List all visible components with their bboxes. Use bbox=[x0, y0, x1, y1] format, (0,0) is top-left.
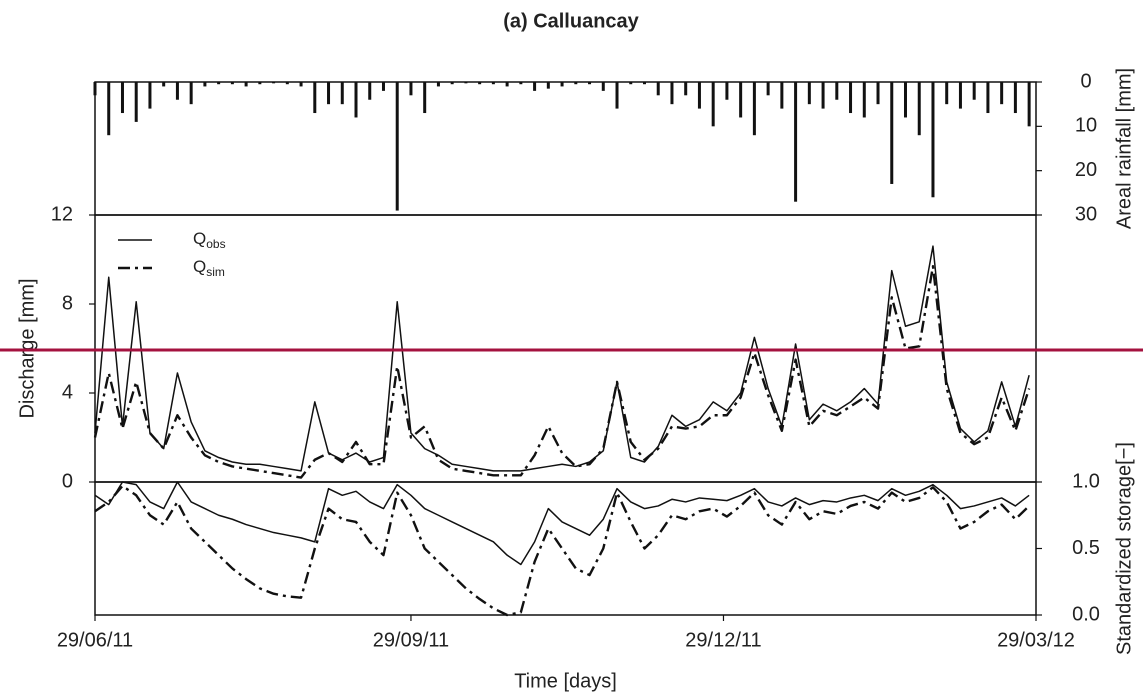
rain-bar bbox=[642, 82, 646, 85]
y-tick-label: 20 bbox=[1075, 159, 1097, 181]
legend-label: Qsim bbox=[193, 257, 225, 279]
rain-bar bbox=[340, 82, 344, 105]
rain-bar bbox=[697, 82, 701, 109]
y-tick-label: 0 bbox=[1080, 70, 1091, 92]
rain-bar bbox=[230, 82, 234, 85]
x-tick-label: 29/06/11 bbox=[57, 629, 133, 651]
chart-title: (a) Calluancay bbox=[503, 10, 639, 32]
y-tick-label: 0 bbox=[62, 470, 73, 492]
rain-bar bbox=[739, 82, 743, 118]
y-axis-label: Areal rainfall [mm] bbox=[1113, 68, 1135, 229]
rain-bar bbox=[986, 82, 990, 114]
y-tick-label: 30 bbox=[1075, 203, 1097, 225]
rain-bar bbox=[491, 82, 495, 85]
rain-bar bbox=[615, 82, 619, 109]
rain-bar bbox=[1027, 82, 1031, 127]
series-line bbox=[93, 264, 1031, 479]
rain-bar bbox=[148, 82, 152, 109]
rain-bar bbox=[601, 82, 605, 91]
rain-bar bbox=[972, 82, 976, 100]
rain-bar bbox=[711, 82, 715, 127]
rain-bar bbox=[794, 82, 798, 202]
series-line bbox=[94, 484, 1030, 617]
rain-bar bbox=[120, 82, 124, 114]
rain-bar bbox=[354, 82, 358, 118]
rain-bar bbox=[766, 82, 770, 96]
rain-bar bbox=[285, 82, 289, 85]
rain-bar bbox=[162, 82, 166, 87]
rain-bar bbox=[409, 82, 413, 96]
rain-bar bbox=[175, 82, 179, 100]
y-tick-label: 1.0 bbox=[1072, 470, 1100, 492]
y-tick-label: 10 bbox=[1075, 115, 1097, 137]
y-axis-label: Standardized storage[−] bbox=[1113, 442, 1135, 655]
rain-bar bbox=[629, 82, 633, 85]
rain-bar bbox=[835, 82, 839, 100]
rain-bar bbox=[588, 82, 592, 85]
rain-bar bbox=[381, 82, 385, 91]
y-tick-label: 4 bbox=[62, 381, 73, 403]
y-tick-label: 12 bbox=[51, 203, 73, 225]
series-line bbox=[94, 245, 1030, 472]
rain-bar bbox=[134, 82, 138, 122]
rain-bar bbox=[725, 82, 729, 100]
rain-bar bbox=[821, 82, 825, 109]
rain-bar bbox=[258, 82, 262, 85]
rain-bar bbox=[478, 82, 482, 85]
rain-bar bbox=[423, 82, 427, 114]
rain-bar bbox=[890, 82, 894, 184]
rain-bar bbox=[203, 82, 207, 87]
rain-bar bbox=[958, 82, 962, 109]
rain-bar bbox=[876, 82, 880, 105]
rain-bar bbox=[313, 82, 317, 114]
x-tick-label: 29/09/11 bbox=[373, 629, 449, 651]
legend-label: Qobs bbox=[193, 229, 226, 251]
y-tick-label: 0.0 bbox=[1072, 603, 1100, 625]
rain-bar bbox=[1000, 82, 1004, 105]
y-tick-label: 0.5 bbox=[1072, 537, 1100, 559]
rain-bar bbox=[533, 82, 537, 91]
rain-bar bbox=[244, 82, 248, 87]
rain-bar bbox=[945, 82, 949, 105]
rain-bar bbox=[917, 82, 921, 136]
rain-bar bbox=[752, 82, 756, 136]
rain-bar bbox=[807, 82, 811, 105]
rain-bar bbox=[217, 82, 221, 85]
rain-bar bbox=[450, 82, 454, 85]
rain-bar bbox=[505, 82, 509, 87]
rain-bar bbox=[272, 82, 276, 84]
rain-bar bbox=[464, 82, 468, 84]
rain-bar bbox=[780, 82, 784, 109]
rain-bar bbox=[862, 82, 866, 118]
rain-bar bbox=[931, 82, 935, 198]
rain-bar bbox=[903, 82, 907, 118]
rain-bar bbox=[395, 82, 399, 211]
x-tick-label: 29/12/11 bbox=[685, 629, 761, 651]
rain-bar bbox=[436, 82, 440, 87]
rain-bar bbox=[849, 82, 853, 114]
rain-bar bbox=[546, 82, 550, 89]
rain-bar bbox=[656, 82, 660, 96]
rain-bar bbox=[299, 82, 303, 87]
rain-bar bbox=[189, 82, 193, 105]
rain-bar bbox=[519, 82, 523, 85]
rain-bar bbox=[327, 82, 331, 105]
rain-bar bbox=[670, 82, 674, 105]
panel-frame bbox=[94, 81, 1037, 216]
rain-bar bbox=[368, 82, 372, 100]
rain-bar bbox=[93, 82, 97, 96]
rain-bar bbox=[107, 82, 111, 136]
rain-bar bbox=[684, 82, 688, 96]
rain-bar bbox=[574, 82, 578, 85]
x-tick-label: 29/03/12 bbox=[997, 629, 1075, 651]
rain-bar bbox=[1013, 82, 1017, 114]
series-line bbox=[94, 481, 1030, 566]
y-tick-label: 8 bbox=[62, 292, 73, 314]
panel-frame bbox=[94, 481, 1037, 616]
rain-bar bbox=[560, 82, 564, 87]
x-axis-label: Time [days] bbox=[514, 670, 617, 692]
